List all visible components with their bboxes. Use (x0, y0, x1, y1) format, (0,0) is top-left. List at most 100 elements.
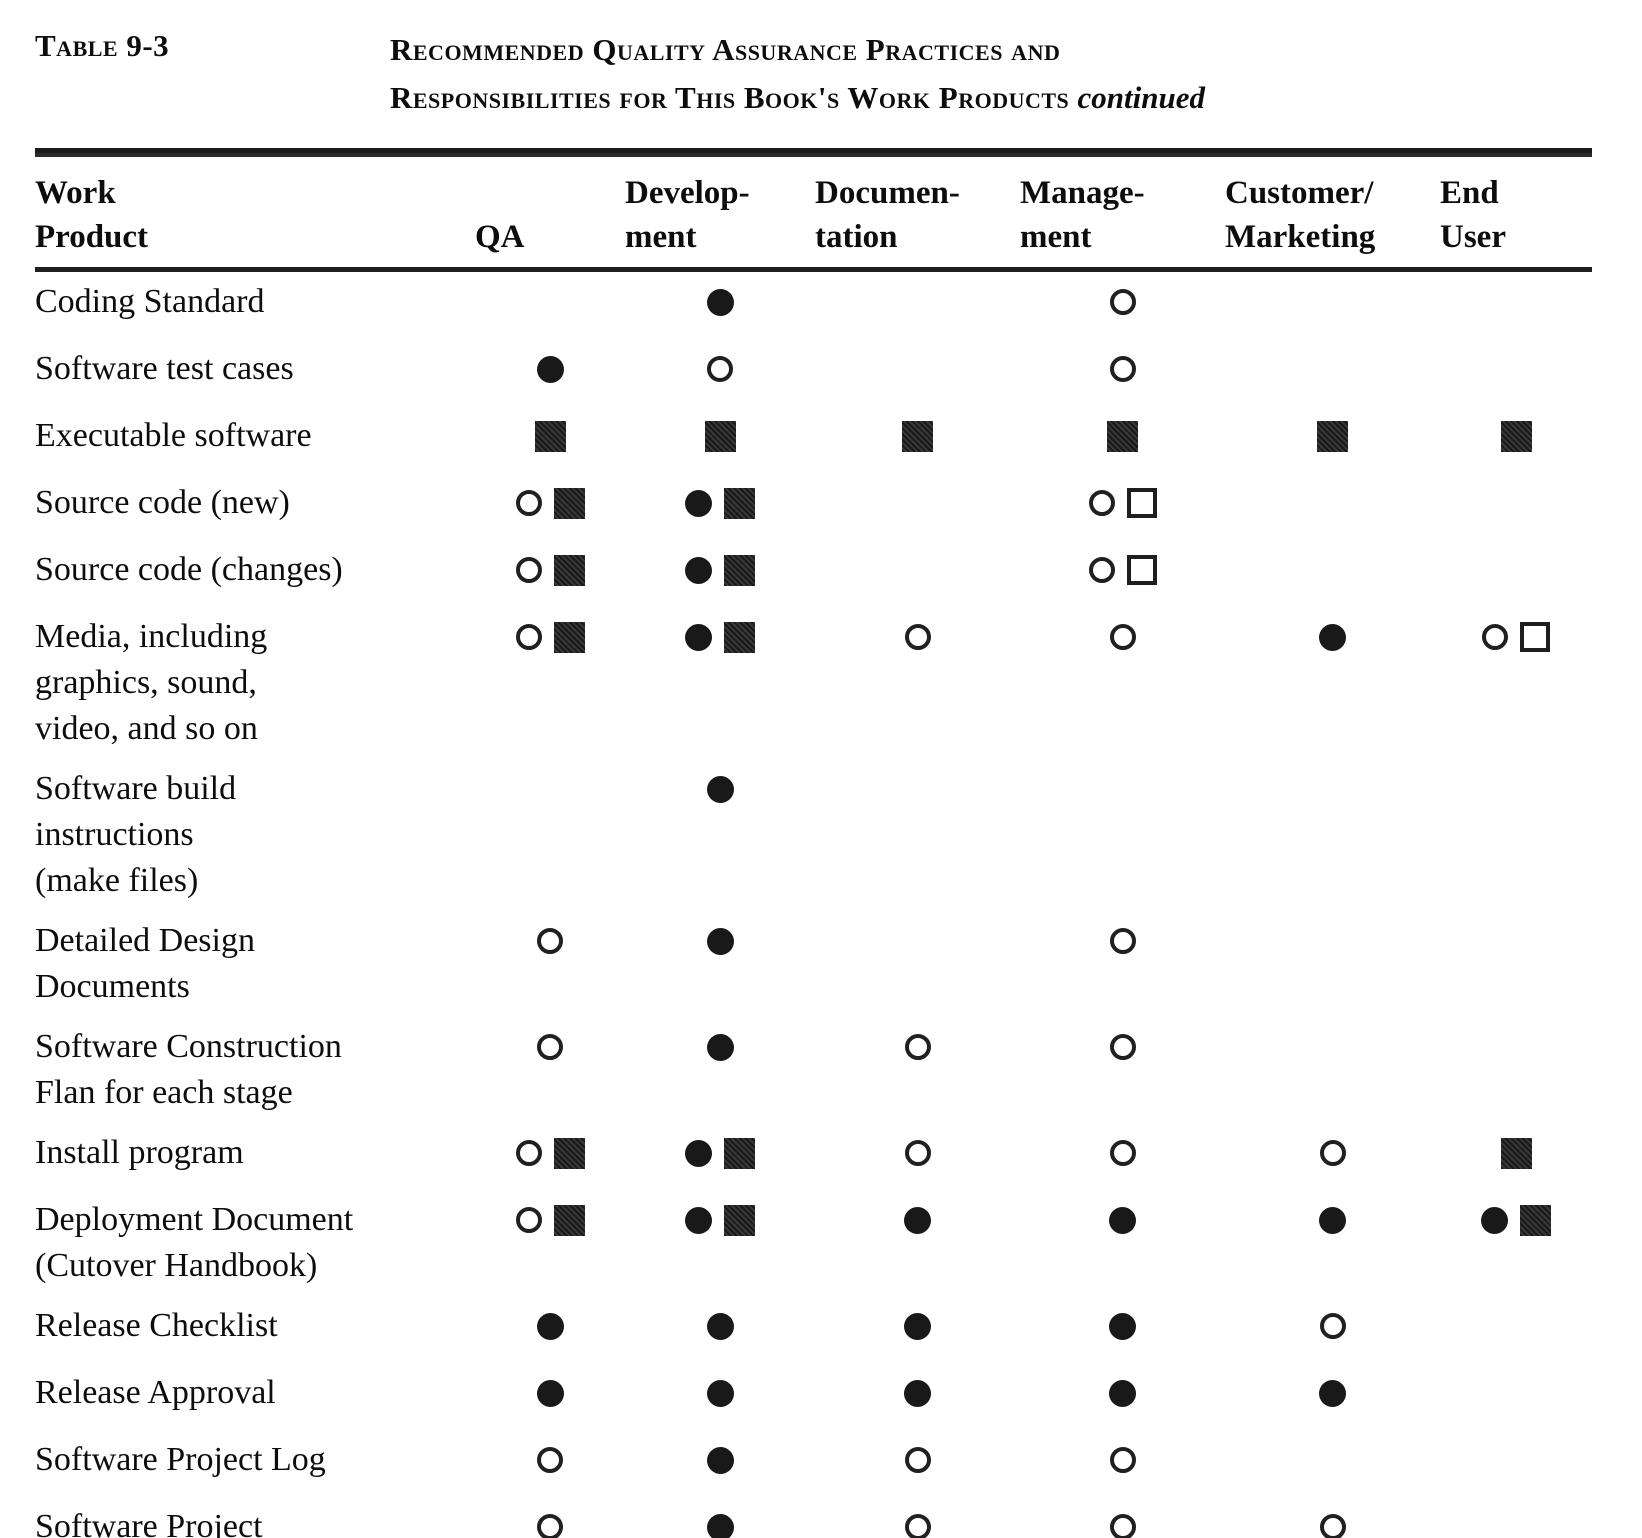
filled-circle-icon (904, 1207, 931, 1234)
open-circle-icon (515, 1207, 542, 1233)
open-circle-icon (904, 1447, 931, 1473)
open-square-icon (1126, 488, 1157, 518)
open-circle-icon (707, 356, 733, 382)
management-cell (1020, 1123, 1225, 1190)
open-circle-icon (1109, 624, 1136, 650)
documentation-cell (815, 406, 1020, 473)
documentation-cell (815, 607, 1020, 759)
open-circle-icon (904, 1034, 931, 1060)
filled-square-icon (724, 488, 755, 519)
management-cell (1020, 473, 1225, 540)
filled-square-icon (1107, 421, 1138, 452)
customer-marketing-cell (1225, 406, 1440, 473)
development-cell (625, 1017, 815, 1123)
open-square-icon (1126, 555, 1157, 585)
management-cell (1020, 1190, 1225, 1296)
table-row: Media, including graphics, sound, video,… (35, 607, 1592, 759)
end-user-cell (1440, 339, 1592, 406)
filled-square-icon (553, 555, 585, 586)
filled-square-icon (1317, 421, 1348, 452)
column-header-development: Develop- ment (625, 157, 815, 272)
table-row: Software test cases (35, 339, 1592, 406)
customer-marketing-cell (1225, 1017, 1440, 1123)
table-header: Work Product QA Develop- ment Documen- t… (35, 157, 1592, 272)
open-circle-icon (1109, 1140, 1136, 1166)
filled-circle-icon (1109, 1380, 1136, 1407)
table-row: Detailed Design Documents (35, 911, 1592, 1017)
filled-circle-icon (536, 1380, 564, 1407)
open-circle-icon (537, 1034, 563, 1060)
management-cell (1020, 1296, 1225, 1363)
table-body: Coding Standard Software test cases Execut… (35, 270, 1592, 1538)
documentation-cell (815, 911, 1020, 1017)
filled-circle-icon (685, 557, 712, 584)
qa-cell (475, 911, 625, 1017)
end-user-cell (1440, 406, 1592, 473)
table-row: Release Checklist (35, 1296, 1592, 1363)
documentation-cell (815, 540, 1020, 607)
open-square-icon (1520, 622, 1550, 652)
development-cell (625, 1430, 815, 1497)
development-cell (625, 607, 815, 759)
end-user-cell (1440, 473, 1592, 540)
development-cell (625, 911, 815, 1017)
end-user-cell (1440, 270, 1592, 340)
table-row: Software Project Log (35, 1430, 1592, 1497)
development-cell (625, 1497, 815, 1538)
filled-circle-icon (1319, 624, 1346, 651)
end-user-cell (1440, 607, 1592, 759)
qa-cell (475, 1296, 625, 1363)
qa-cell (475, 339, 625, 406)
development-cell (625, 473, 815, 540)
filled-circle-icon (1319, 1380, 1346, 1407)
qa-cell (475, 607, 625, 759)
management-cell (1020, 1363, 1225, 1430)
qa-cell (475, 1497, 625, 1538)
open-circle-icon (1319, 1313, 1346, 1339)
documentation-cell (815, 1363, 1020, 1430)
end-user-cell (1440, 1017, 1592, 1123)
qa-practices-table: Work Product QA Develop- ment Documen- t… (35, 157, 1592, 1538)
table-title-line1: Recommended Quality Assurance Practices … (390, 32, 1061, 67)
filled-circle-icon (706, 289, 734, 316)
column-header-work-product: Work Product (35, 157, 475, 272)
filled-square-icon (534, 421, 566, 452)
management-cell (1020, 1017, 1225, 1123)
filled-circle-icon (904, 1313, 931, 1340)
end-user-cell (1440, 1296, 1592, 1363)
header-row: Work Product QA Develop- ment Documen- t… (35, 157, 1592, 272)
development-cell (625, 270, 815, 340)
development-cell (625, 406, 815, 473)
open-circle-icon (904, 1140, 931, 1166)
documentation-cell (815, 339, 1020, 406)
management-cell (1020, 759, 1225, 911)
work-product-cell: Executable software (35, 417, 312, 454)
work-product-cell: Install program (35, 1134, 244, 1171)
table-top-rule (35, 148, 1592, 157)
open-circle-icon (1109, 1447, 1136, 1473)
work-product-cell: Software Project Log (35, 1441, 326, 1478)
open-circle-icon (515, 557, 542, 583)
qa-cell (475, 540, 625, 607)
table-row: Coding Standard (35, 270, 1592, 340)
table-number-label: Table 9-3 (35, 28, 170, 63)
open-circle-icon (1109, 1514, 1136, 1538)
filled-circle-icon (904, 1380, 931, 1407)
development-cell (625, 339, 815, 406)
table-row: Source code (new) (35, 473, 1592, 540)
development-cell (625, 1190, 815, 1296)
end-user-cell (1440, 1190, 1592, 1296)
documentation-cell (815, 473, 1020, 540)
table-row: Deployment Document (Cutover Handbook) (35, 1190, 1592, 1296)
documentation-cell (815, 1190, 1020, 1296)
customer-marketing-cell (1225, 540, 1440, 607)
table-title-line2: Responsibilities for This Book's Work Pr… (390, 80, 1070, 115)
customer-marketing-cell (1225, 1497, 1440, 1538)
filled-circle-icon (685, 490, 712, 517)
column-header-qa: QA (475, 157, 625, 272)
filled-circle-icon (706, 1514, 734, 1538)
work-product-cell: Release Checklist (35, 1307, 278, 1344)
documentation-cell (815, 1123, 1020, 1190)
table-row: Executable software (35, 406, 1592, 473)
filled-square-icon (553, 1138, 585, 1169)
